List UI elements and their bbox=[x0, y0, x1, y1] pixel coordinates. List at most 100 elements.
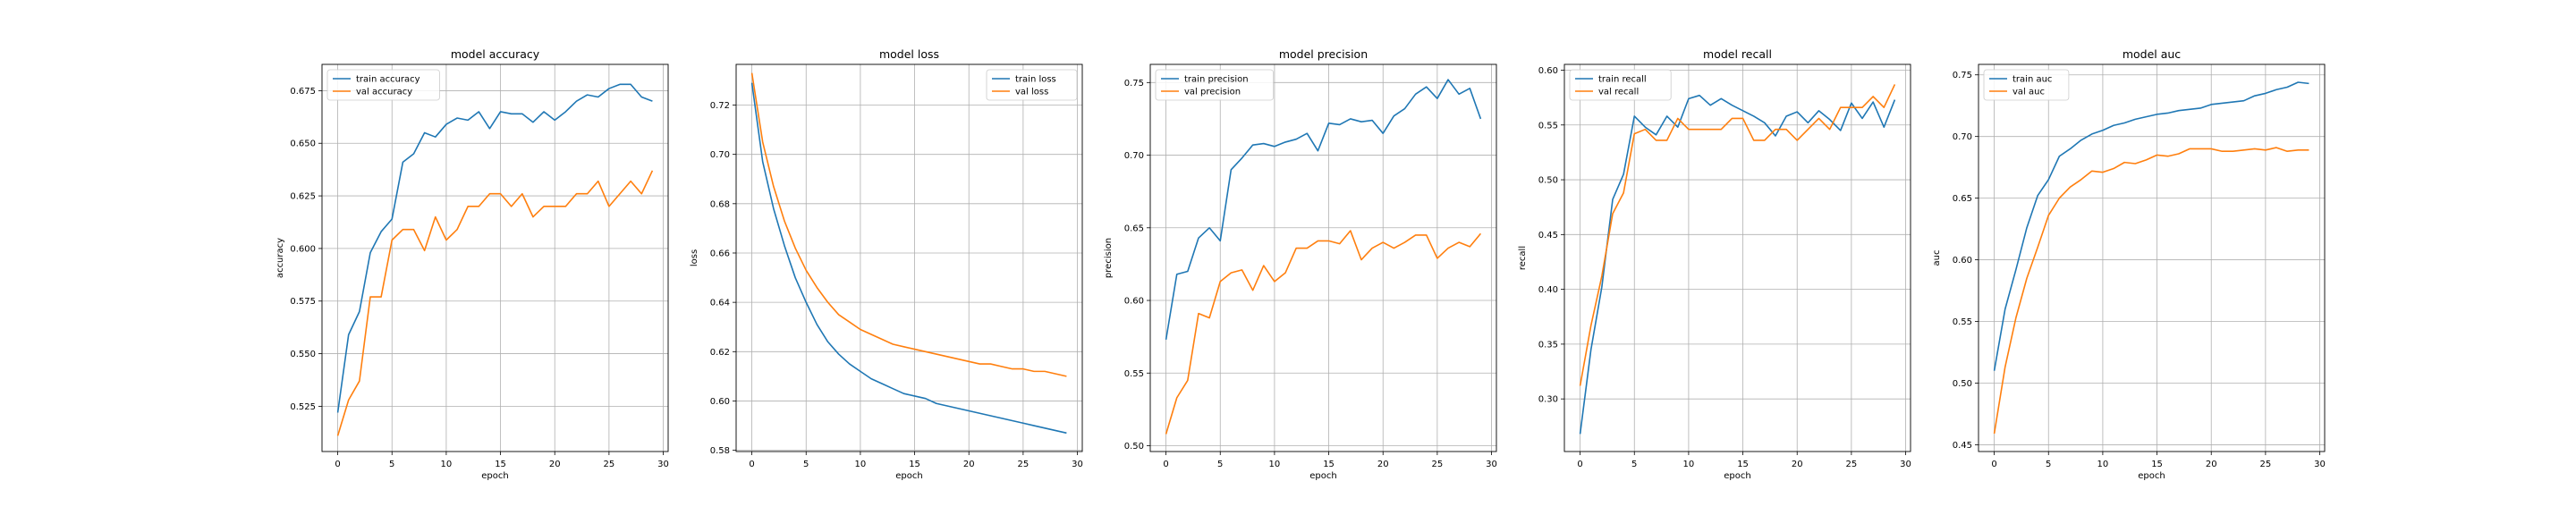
x-tick-label: 25 bbox=[1432, 460, 1444, 469]
x-tick-label: 10 bbox=[441, 460, 453, 469]
series-line-train-auc bbox=[1993, 81, 2309, 371]
x-axis-label: epoch bbox=[895, 471, 922, 481]
axes-frame bbox=[1149, 63, 1497, 452]
chart-panel-2: 0 5 10 15 20 25 30 0.50 0.55 0.60 0.65 0.70 0.75 mode… bbox=[1104, 47, 1497, 481]
y-tick-label: 0.75 bbox=[1953, 71, 1972, 80]
axes-frame bbox=[735, 63, 1083, 452]
y-axis-label: recall bbox=[1518, 246, 1528, 270]
x-tick-label: 15 bbox=[909, 460, 920, 469]
x-tick-label: 5 bbox=[389, 460, 394, 469]
x-tick-label: 25 bbox=[1018, 460, 1030, 469]
x-tick-label: 0 bbox=[1577, 460, 1582, 469]
y-axis-label: accuracy bbox=[275, 238, 285, 278]
legend-box bbox=[1155, 69, 1274, 101]
x-tick-label: 30 bbox=[1486, 460, 1497, 469]
legend-label: val precision bbox=[1184, 88, 1241, 97]
x-tick-label: 30 bbox=[657, 460, 669, 469]
x-tick-label: 30 bbox=[1900, 460, 1911, 469]
series-line-train-loss bbox=[750, 82, 1067, 435]
legend-label: train auc bbox=[2012, 75, 2052, 85]
x-tick-label: 10 bbox=[1683, 460, 1695, 469]
legend-label: val recall bbox=[1598, 88, 1639, 97]
y-tick-label: 0.50 bbox=[1953, 379, 1972, 389]
x-tick-label: 0 bbox=[749, 460, 754, 469]
x-axis-label: epoch bbox=[2138, 471, 2165, 481]
y-axis-label: auc bbox=[1932, 250, 1942, 266]
x-tick-label: 5 bbox=[1631, 460, 1637, 469]
y-tick-label: 0.64 bbox=[710, 299, 730, 308]
legend: train recall val recall bbox=[1569, 69, 1672, 101]
chart-title: model precision bbox=[1279, 47, 1368, 61]
y-tick-label: 0.55 bbox=[1124, 369, 1144, 379]
series-line-val-accuracy bbox=[336, 170, 654, 436]
chart-panel-4: 0 5 10 15 20 25 30 0.45 0.50 0.55 0.60 0.65 0.70 0.75… bbox=[1932, 47, 2326, 481]
y-tick-label: 0.650 bbox=[290, 139, 316, 149]
x-tick-label: 0 bbox=[1163, 460, 1168, 469]
y-tick-label: 0.65 bbox=[1124, 224, 1144, 233]
series-line-val-auc bbox=[1993, 147, 2309, 435]
x-axis-label: epoch bbox=[1309, 471, 1336, 481]
axes-frame bbox=[1563, 63, 1911, 452]
y-tick-label: 0.50 bbox=[1124, 442, 1144, 452]
y-tick-label: 0.40 bbox=[1538, 285, 1558, 295]
y-tick-label: 0.60 bbox=[1124, 297, 1144, 307]
y-tick-label: 0.625 bbox=[290, 192, 316, 202]
x-tick-label: 15 bbox=[495, 460, 506, 469]
legend-label: train recall bbox=[1598, 75, 1647, 85]
y-tick-label: 0.575 bbox=[290, 297, 316, 307]
legend: train loss val loss bbox=[986, 69, 1078, 101]
y-tick-label: 0.65 bbox=[1953, 194, 1972, 204]
chart-title: model accuracy bbox=[451, 47, 540, 61]
y-tick-label: 0.60 bbox=[710, 397, 730, 407]
y-tick-label: 0.30 bbox=[1538, 395, 1558, 405]
chart-title: model auc bbox=[2123, 47, 2181, 61]
series-line-train-precision bbox=[1165, 79, 1482, 341]
x-tick-label: 5 bbox=[2046, 460, 2051, 469]
chart-panel-0: 0 5 10 15 20 25 30 0.525 0.550 0.575 0.600 0.625 0.6… bbox=[275, 47, 669, 481]
chart-title: model recall bbox=[1703, 47, 1772, 61]
x-tick-label: 5 bbox=[803, 460, 809, 469]
y-tick-label: 0.550 bbox=[290, 350, 316, 359]
x-tick-label: 15 bbox=[2151, 460, 2163, 469]
y-tick-label: 0.75 bbox=[1124, 79, 1144, 89]
y-axis-label: precision bbox=[1104, 238, 1114, 278]
legend-box bbox=[986, 69, 1078, 101]
y-tick-label: 0.70 bbox=[1124, 151, 1144, 161]
legend-label: val auc bbox=[2012, 88, 2045, 97]
y-tick-label: 0.45 bbox=[1538, 231, 1558, 241]
x-tick-label: 20 bbox=[1792, 460, 1803, 469]
x-tick-label: 30 bbox=[1072, 460, 1083, 469]
legend-box bbox=[1569, 69, 1672, 101]
x-tick-label: 20 bbox=[549, 460, 561, 469]
axes-frame bbox=[1978, 63, 2326, 452]
x-tick-label: 5 bbox=[1217, 460, 1223, 469]
legend-label: train loss bbox=[1015, 75, 1056, 85]
y-tick-label: 0.35 bbox=[1538, 340, 1558, 350]
legend-box bbox=[1983, 69, 2070, 101]
series-line-val-loss bbox=[750, 72, 1067, 377]
x-tick-label: 10 bbox=[1269, 460, 1281, 469]
series-line-val-precision bbox=[1165, 230, 1482, 435]
y-tick-label: 0.62 bbox=[710, 348, 730, 358]
chart-panel-3: 0 5 10 15 20 25 30 0.30 0.35 0.40 0.45 0.50 0.55 0.60… bbox=[1518, 47, 1911, 481]
y-tick-label: 0.72 bbox=[710, 101, 730, 111]
x-tick-label: 25 bbox=[1846, 460, 1858, 469]
series-line-train-recall bbox=[1579, 94, 1896, 435]
x-tick-label: 20 bbox=[2206, 460, 2217, 469]
legend: train precision val precision bbox=[1155, 69, 1274, 101]
y-tick-label: 0.70 bbox=[1953, 132, 1972, 142]
x-tick-label: 20 bbox=[1377, 460, 1389, 469]
y-tick-label: 0.525 bbox=[290, 402, 316, 412]
y-tick-label: 0.600 bbox=[290, 244, 316, 254]
legend: train accuracy val accuracy bbox=[326, 69, 440, 101]
y-tick-label: 0.68 bbox=[710, 199, 730, 209]
chart-panel-1: 0 5 10 15 20 25 30 0.58 0.60 0.62 0.64 0.66 0.68 0.70… bbox=[690, 47, 1083, 481]
axes-frame bbox=[321, 63, 669, 452]
legend-label: val accuracy bbox=[356, 88, 412, 97]
y-tick-label: 0.50 bbox=[1538, 176, 1558, 186]
x-tick-label: 30 bbox=[2314, 460, 2326, 469]
y-tick-label: 0.55 bbox=[1953, 317, 1972, 327]
y-axis-label: loss bbox=[690, 249, 699, 266]
y-tick-label: 0.55 bbox=[1538, 121, 1558, 131]
